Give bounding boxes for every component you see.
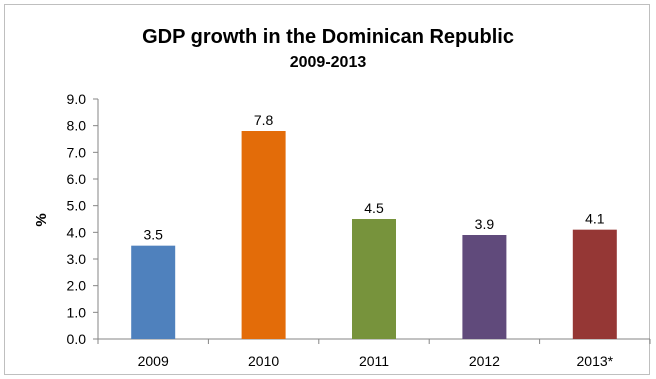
bar-2013 [572, 229, 617, 339]
x-tick-label: 2012 [469, 353, 500, 369]
bar-2009 [131, 245, 176, 339]
axes: 0.0 1.0 2.0 3.0 4.0 5.0 6.0 7.0 8.0 9.0% 2009 2010 2… [33, 91, 651, 369]
data-label: 4.1 [585, 211, 605, 227]
y-tick-label: 2.0 [67, 278, 87, 294]
y-tick-label: 8.0 [67, 118, 87, 134]
data-labels: 3.5 7.8 4.5 3.9 4.1 [143, 112, 604, 243]
y-tick-label: 7.0 [67, 144, 87, 160]
chart-subtitle: 2009-2013 [289, 54, 367, 71]
data-label: 3.5 [143, 227, 163, 243]
x-tick-label: 2011 [359, 353, 389, 369]
y-tick-label: 3.0 [67, 251, 87, 267]
chart-frame [4, 4, 650, 375]
y-tick-label: 9.0 [67, 91, 87, 107]
data-label: 4.5 [364, 200, 384, 216]
chart-title: GDP growth in the Dominican Republic [142, 26, 514, 48]
y-tick-label: 6.0 [67, 171, 87, 187]
y-tick-label: 0.0 [67, 331, 87, 347]
y-axis-title: % [33, 213, 50, 226]
bars [131, 131, 617, 339]
x-tick-label: 2013* [577, 353, 614, 369]
bar-2010 [241, 131, 286, 339]
y-tick-label: 5.0 [67, 198, 87, 214]
x-tick-label: 2010 [248, 353, 279, 369]
bar-2011 [352, 219, 396, 339]
y-tick-label: 1.0 [67, 304, 87, 320]
data-label: 7.8 [254, 112, 274, 128]
x-tick-label: 2009 [138, 353, 169, 369]
bar-2012 [462, 235, 507, 339]
y-tick-label: 4.0 [67, 224, 87, 240]
data-label: 3.9 [475, 216, 495, 232]
